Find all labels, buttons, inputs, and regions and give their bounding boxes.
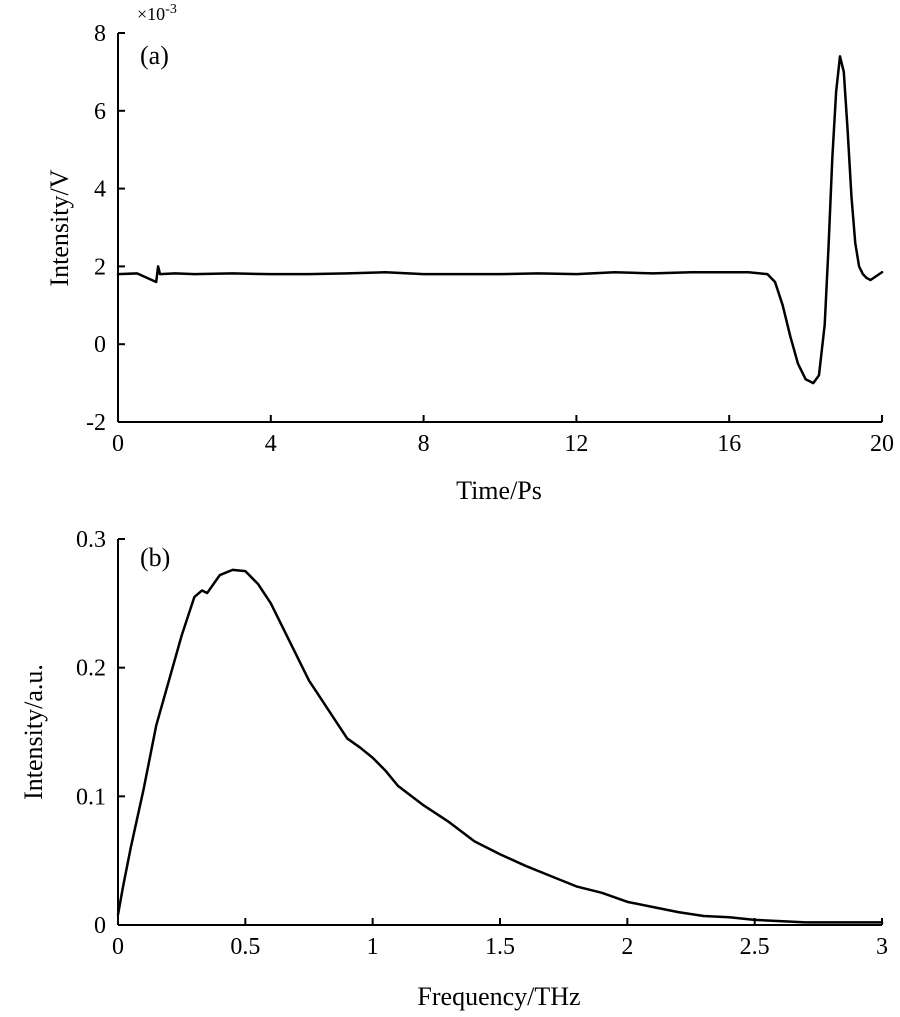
panel-b-x-tick-label: 3 (876, 934, 888, 960)
panel-b-series-group (116, 568, 884, 924)
panel-b-series-line (116, 568, 884, 924)
panel-a-y-tick-label: -2 (86, 410, 106, 436)
panel-b-y-tick-label: 0.1 (76, 784, 106, 810)
panel-b-y-axis-title: Intensity/a.u. (19, 664, 48, 800)
panel-a-axes (117, 33, 882, 423)
panel-a-x-tick-label: 12 (564, 431, 588, 457)
panel-a-y-tick-label: 8 (94, 21, 106, 47)
panel-b-ticks: 0 0.5 1 1.5 2 2.5 3 0 0.1 0.2 0.3 (76, 527, 888, 960)
panel-a-series-line (116, 55, 884, 385)
panel-b-y-tick-label: 0 (94, 913, 106, 939)
panel-a-y-tick-label: 4 (94, 177, 106, 203)
panel-b-x-tick-label: 1.5 (485, 934, 515, 960)
panel-b-axes (117, 539, 882, 926)
panel-b-frequency-domain: (b) Intensity/a.u. Frequency/THz 0 0.5 1 1.… (19, 527, 888, 1011)
panel-a-x-tick-label: 16 (717, 431, 741, 457)
panel-a-x-axis-title: Time/Ps (456, 476, 542, 505)
panel-a-y-tick-label: 6 (94, 99, 106, 125)
panel-b-label: (b) (140, 543, 170, 572)
panel-a-time-domain: (a) ×10-3 Intensity/V Time/Ps 0 4 8 12 16 20-… (45, 2, 894, 505)
panel-b-x-axis-title: Frequency/THz (417, 982, 580, 1011)
panel-a-x-tick-label: 20 (870, 431, 894, 457)
panel-a-x-tick-label: 8 (418, 431, 430, 457)
panel-a-y-tick-label: 2 (94, 254, 106, 280)
panel-a-y-axis-title: Intensity/V (45, 169, 74, 286)
panel-a-y-tick-label: 0 (94, 332, 106, 358)
panel-a-x-tick-label: 0 (112, 431, 124, 457)
panel-b-y-tick-label: 0.2 (76, 656, 106, 682)
panel-a-x-tick-label: 4 (265, 431, 277, 457)
y-multiplier-label: ×10-3 (137, 2, 177, 24)
panel-b-x-tick-label: 0 (112, 934, 124, 960)
panel-b-x-tick-label: 2 (621, 934, 633, 960)
panel-b-x-tick-label: 2.5 (740, 934, 770, 960)
panel-b-x-tick-label: 1 (367, 934, 379, 960)
panel-a-series-group (116, 55, 884, 385)
panel-b-x-tick-label: 0.5 (230, 934, 260, 960)
panel-b-y-tick-label: 0.3 (76, 527, 106, 553)
panel-a-label: (a) (140, 41, 169, 70)
